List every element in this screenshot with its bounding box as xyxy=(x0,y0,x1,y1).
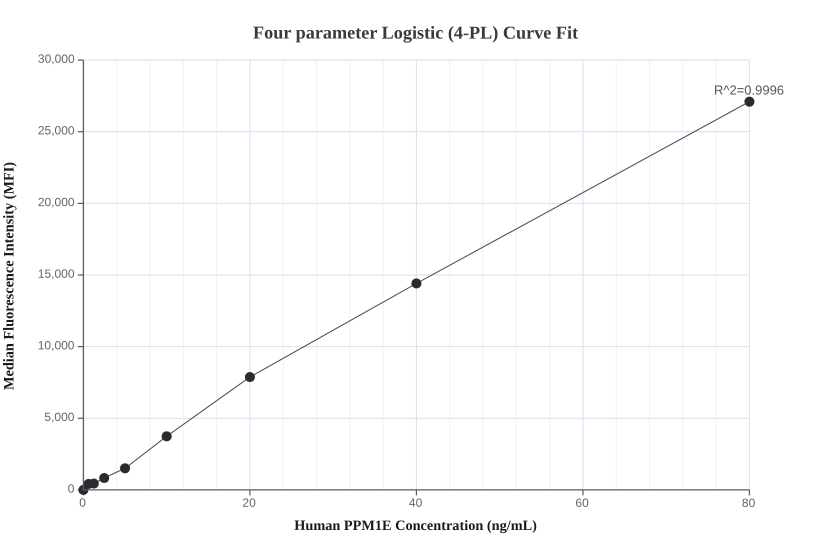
svg-text:0: 0 xyxy=(68,482,75,496)
svg-text:5,000: 5,000 xyxy=(44,410,74,424)
svg-text:Median Fluorescence Intensity: Median Fluorescence Intensity (MFI) xyxy=(1,162,17,390)
svg-text:Human PPM1E Concentration (ng/: Human PPM1E Concentration (ng/mL) xyxy=(294,518,537,534)
svg-text:10,000: 10,000 xyxy=(38,338,75,352)
svg-text:15,000: 15,000 xyxy=(38,267,75,281)
svg-text:40: 40 xyxy=(409,496,423,510)
svg-text:20,000: 20,000 xyxy=(38,195,75,209)
svg-text:0: 0 xyxy=(79,496,86,510)
svg-text:20: 20 xyxy=(242,496,256,510)
svg-text:Four parameter Logistic (4-PL): Four parameter Logistic (4-PL) Curve Fit xyxy=(253,23,578,44)
svg-text:60: 60 xyxy=(575,496,589,510)
svg-text:R^2=0.9996: R^2=0.9996 xyxy=(714,82,784,97)
svg-text:30,000: 30,000 xyxy=(38,52,75,66)
svg-text:80: 80 xyxy=(742,496,756,510)
svg-text:25,000: 25,000 xyxy=(38,123,75,137)
